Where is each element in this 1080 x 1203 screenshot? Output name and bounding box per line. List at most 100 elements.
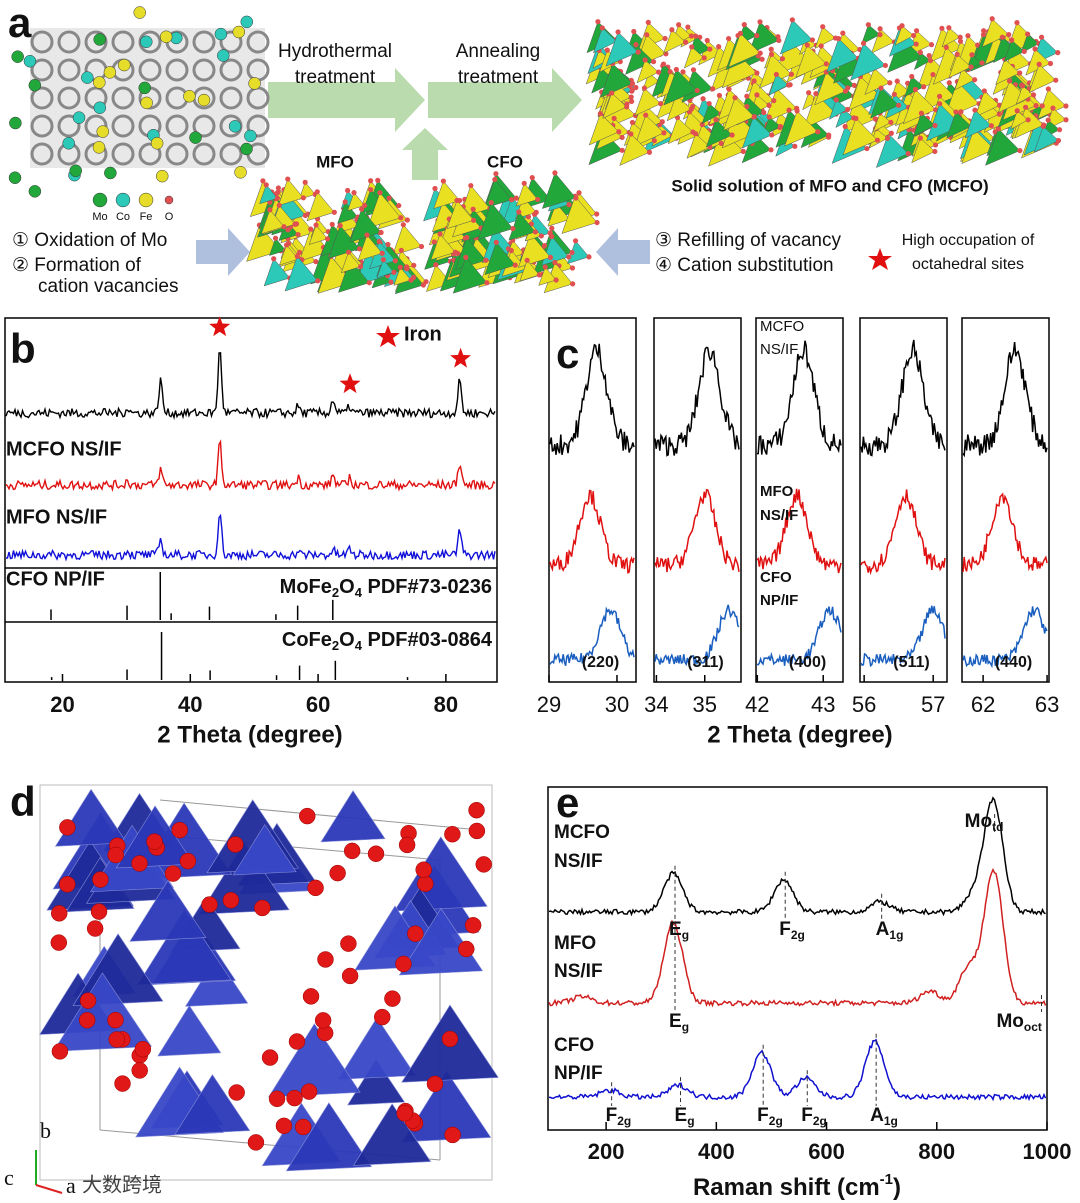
oxygen [296,249,303,255]
oxygen [771,98,777,104]
oxygen [628,94,634,100]
polyhedron [338,259,370,293]
oxygen [513,195,519,201]
lattice-node [192,58,216,82]
oxygen-atom [458,940,475,958]
lattice-node [30,86,54,110]
oxygen [294,253,300,259]
oxygen [845,106,851,113]
oxygen [271,256,277,262]
oxygen [645,19,651,25]
polyhedron [279,244,299,266]
oxygen [398,247,404,253]
oxygen-atom [179,852,197,870]
oxygen [1036,61,1042,67]
oxygen [492,176,498,183]
oxygen [891,91,897,97]
polyhedron [484,241,516,276]
polyhedron [741,131,772,164]
oxygen [468,182,474,189]
oxygen [988,123,994,129]
polyhedron [452,256,488,294]
oxygen [1023,104,1029,110]
xrd-detail-curve [962,606,1048,669]
oxygen [921,84,927,90]
polyhedron [634,87,662,117]
oxygen [611,115,617,121]
atom [248,77,261,90]
polyhedron [663,69,698,106]
oxygen-atom [268,1090,286,1108]
oxygen [619,147,625,153]
oxygen [273,191,279,197]
formula-part: O [339,629,355,651]
note: ④ Cation substitution [655,255,834,276]
xrd-detail-curve [962,342,1048,458]
subplot-frame [961,317,1050,683]
polyhedron [872,112,892,133]
polyhedron [686,133,711,159]
oxygen [972,107,978,113]
oxygen [483,257,489,263]
series-label: MCFO [760,318,804,335]
oxygen-atom [396,1105,413,1122]
oxygen [521,180,527,186]
note: High occupation of [902,232,1035,249]
polyhedron [1028,63,1057,93]
oxygen [930,71,936,78]
xrd-detail-curve [756,606,842,667]
xrd-curve [5,352,496,421]
atom [92,141,106,154]
oxygen [965,33,971,39]
x-axis-label: Raman shift (cm-1) [693,1171,901,1201]
oxygen [818,43,824,49]
xrd-detail-curve [654,604,740,667]
label-sub: 2g [769,1114,783,1128]
panel-label: e [556,779,579,826]
atom [159,30,173,44]
oxygen [877,26,883,32]
atom [8,171,22,184]
series-label: MFO NS/IF [6,506,107,528]
oxygen [729,132,735,138]
oxygen [302,179,308,185]
oxygen-atom [417,875,434,892]
oxygen [524,257,530,263]
oxygen [604,47,610,53]
polyhedron [721,111,757,149]
oxygen-atom [444,825,461,843]
schematic-arrows [196,68,650,276]
oxygen [283,242,290,248]
oxygen [452,249,458,255]
x-tick-label: 35 [693,692,717,717]
polyhedron [871,28,895,54]
legend-label: Iron [404,323,442,345]
axis-arrow [35,1184,63,1194]
lattice-node [111,142,135,166]
lattice-node [138,30,162,54]
polyhedron [269,237,287,256]
hkl-label: (440) [995,654,1032,671]
oxygen [386,195,392,201]
oxygen-atom [275,1117,293,1135]
polyhedron [636,59,660,84]
atom [232,25,246,39]
oxygen [509,197,515,203]
legend-atom [115,192,131,208]
oxygen [398,215,404,221]
oxygen [815,129,821,135]
oxygen [586,254,592,260]
oxygen [704,37,710,44]
step-label: treatment [295,67,376,88]
polyhedron [547,202,571,227]
oxygen [569,265,576,271]
oxygen [833,97,839,103]
oxygen [619,134,625,141]
oxygen [573,195,579,201]
oxygen [420,282,427,288]
polyhedron [705,119,733,148]
oxygen-atom [302,988,320,1005]
oxygen [510,225,516,232]
x-tick-label: 60 [306,692,330,717]
oxygen [777,123,783,130]
